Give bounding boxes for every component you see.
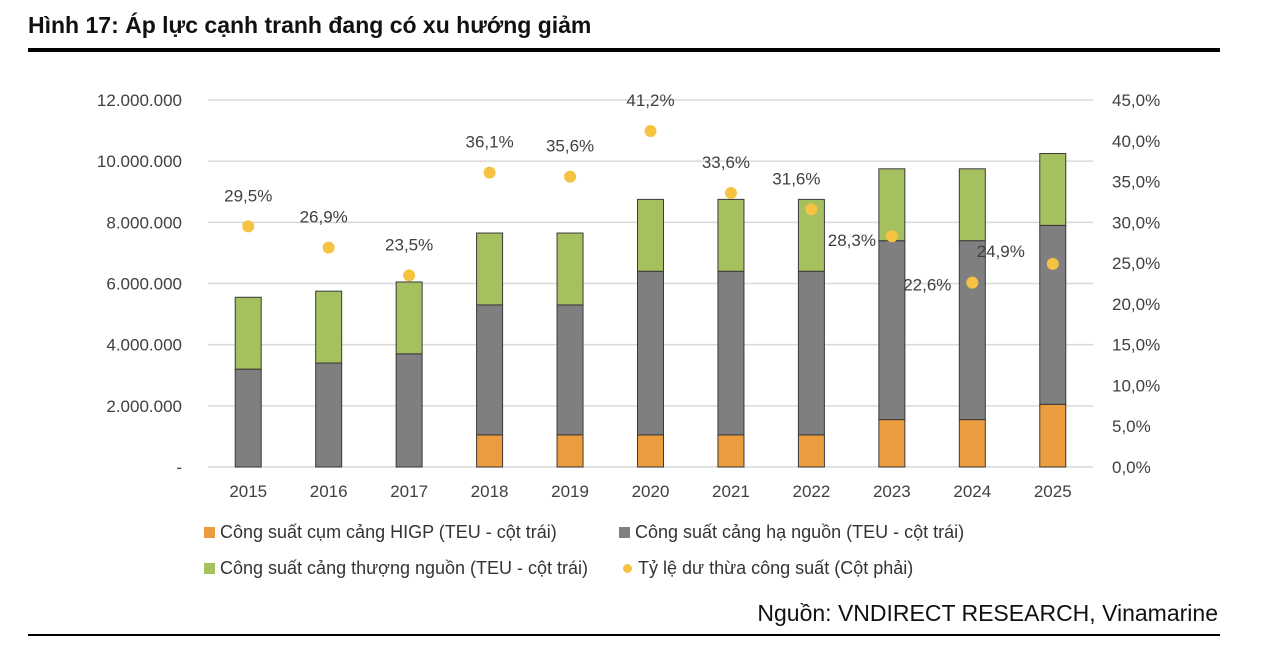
ratio-data-label: 35,6% xyxy=(546,137,594,156)
bar-downstream xyxy=(637,270,664,436)
bar-upstream xyxy=(476,232,504,306)
bar-higp xyxy=(797,434,825,468)
y-right-tick-label: 40,0% xyxy=(1112,132,1160,151)
bar-higp xyxy=(1039,403,1067,468)
ratio-point xyxy=(564,170,577,183)
ratio-data-label: 22,6% xyxy=(903,276,951,295)
y-right-tick-label: 20,0% xyxy=(1112,295,1160,314)
bar-downstream xyxy=(315,362,343,468)
legend-label-upstream: Công suất cảng thượng nguồn (TEU - cột t… xyxy=(220,557,589,578)
source-note: Nguồn: VNDIRECT RESEARCH, Vinamarine xyxy=(757,600,1218,626)
ratio-data-label: 29,5% xyxy=(224,186,272,205)
legend: Công suất cụm cảng HIGP (TEU - cột trái)… xyxy=(204,514,964,586)
bar-downstream xyxy=(1039,224,1067,405)
bar-downstream xyxy=(797,270,825,436)
legend-item-downstream: Công suất cảng hạ nguồn (TEU - cột trái) xyxy=(619,522,964,543)
bar-higp xyxy=(878,419,906,468)
x-tick-label: 2023 xyxy=(873,482,911,501)
bar-upstream xyxy=(637,198,664,272)
bar-upstream xyxy=(878,168,906,242)
bar-upstream xyxy=(958,168,986,242)
bar-upstream xyxy=(315,290,343,364)
x-tick-label: 2021 xyxy=(712,482,750,501)
legend-item-upstream: Công suất cảng thượng nguồn (TEU - cột t… xyxy=(204,558,619,579)
ratio-data-label: 33,6% xyxy=(702,153,750,172)
title-rule xyxy=(28,48,1220,52)
ratio-point xyxy=(1046,257,1059,270)
x-tick-label: 2016 xyxy=(310,482,348,501)
bar-higp xyxy=(958,419,986,468)
stacked-bar-chart: - 2.000.000 4.000.000 6.000.000 8.000.000 10.… xyxy=(97,91,1160,501)
bar-downstream xyxy=(717,270,745,436)
legend-dot-ratio xyxy=(623,563,632,573)
y-left-tick-label: 6.000.000 xyxy=(106,275,182,294)
legend-row-2: Công suất cảng thượng nguồn (TEU - cột t… xyxy=(204,550,964,586)
y-left-tick-label: 10.000.000 xyxy=(97,152,182,171)
bar-downstream xyxy=(556,304,584,436)
x-tick-label: 2015 xyxy=(229,482,267,501)
bar-downstream xyxy=(234,368,262,468)
bar-downstream xyxy=(958,240,986,421)
x-tick-label: 2019 xyxy=(551,482,589,501)
x-tick-label: 2025 xyxy=(1034,482,1072,501)
ratio-data-label: 28,3% xyxy=(828,231,876,250)
ratio-data-label: 23,5% xyxy=(385,235,433,254)
figure-title: Hình 17: Áp lực cạnh tranh đang có xu hư… xyxy=(28,12,592,38)
ratio-point xyxy=(724,186,737,199)
legend-row-1: Công suất cụm cảng HIGP (TEU - cột trái)… xyxy=(204,514,964,550)
ratio-point xyxy=(322,241,335,254)
ratio-point xyxy=(483,166,496,179)
y-left-tick-label: - xyxy=(176,458,182,477)
legend-swatch-upstream xyxy=(204,562,215,574)
legend-item-ratio: Tỷ lệ dư thừa công suất (Cột phải) xyxy=(619,558,913,579)
ratio-point xyxy=(805,203,818,216)
bar-higp xyxy=(556,434,584,468)
legend-label-ratio: Tỷ lệ dư thừa công suất (Cột phải) xyxy=(638,557,914,578)
ratio-point xyxy=(644,124,657,137)
ratio-point xyxy=(885,230,898,243)
y-right-tick-label: 10,0% xyxy=(1112,376,1160,395)
bar-higp xyxy=(717,434,745,468)
y-left-tick-label: 8.000.000 xyxy=(106,213,182,232)
ratio-data-label: 24,9% xyxy=(977,242,1025,261)
bar-upstream xyxy=(717,198,745,272)
y-right-tick-label: 25,0% xyxy=(1112,254,1160,273)
y-left-tick-label: 4.000.000 xyxy=(106,336,182,355)
x-tick-label: 2024 xyxy=(953,482,991,501)
y-left-tick-label: 2.000.000 xyxy=(106,397,182,416)
ratio-point xyxy=(403,269,416,282)
ratio-data-label: 31,6% xyxy=(772,169,820,188)
bar-downstream xyxy=(395,353,423,468)
y-right-tick-label: 35,0% xyxy=(1112,173,1160,192)
ratio-point xyxy=(966,276,979,289)
ratio-point xyxy=(242,220,255,233)
bar-upstream xyxy=(395,281,423,355)
bar-higp xyxy=(476,434,504,468)
legend-item-higp: Công suất cụm cảng HIGP (TEU - cột trái) xyxy=(204,522,619,543)
legend-swatch-higp xyxy=(204,526,215,538)
x-tick-label: 2017 xyxy=(390,482,428,501)
bar-upstream xyxy=(1039,153,1067,226)
y-right-tick-label: 45,0% xyxy=(1112,91,1160,110)
bar-downstream xyxy=(878,240,906,421)
bar-higp xyxy=(637,434,664,468)
y-right-tick-label: 30,0% xyxy=(1112,213,1160,232)
legend-label-higp: Công suất cụm cảng HIGP (TEU - cột trái) xyxy=(220,521,557,542)
x-tick-label: 2020 xyxy=(632,482,670,501)
ratio-data-label: 41,2% xyxy=(626,91,674,110)
x-tick-label: 2018 xyxy=(471,482,509,501)
bar-downstream xyxy=(476,304,504,436)
legend-swatch-downstream xyxy=(619,526,630,538)
ratio-data-label: 36,1% xyxy=(465,133,513,152)
bar-upstream xyxy=(234,296,262,370)
y-left-tick-label: 12.000.000 xyxy=(97,91,182,110)
y-right-tick-label: 5,0% xyxy=(1112,417,1151,436)
legend-label-downstream: Công suất cảng hạ nguồn (TEU - cột trái) xyxy=(635,521,965,542)
y-right-tick-label: 15,0% xyxy=(1112,336,1160,355)
x-tick-label: 2022 xyxy=(792,482,830,501)
ratio-data-label: 26,9% xyxy=(300,208,348,227)
bottom-rule xyxy=(28,634,1220,636)
bar-upstream xyxy=(556,232,584,306)
y-right-tick-label: 0,0% xyxy=(1112,458,1151,477)
